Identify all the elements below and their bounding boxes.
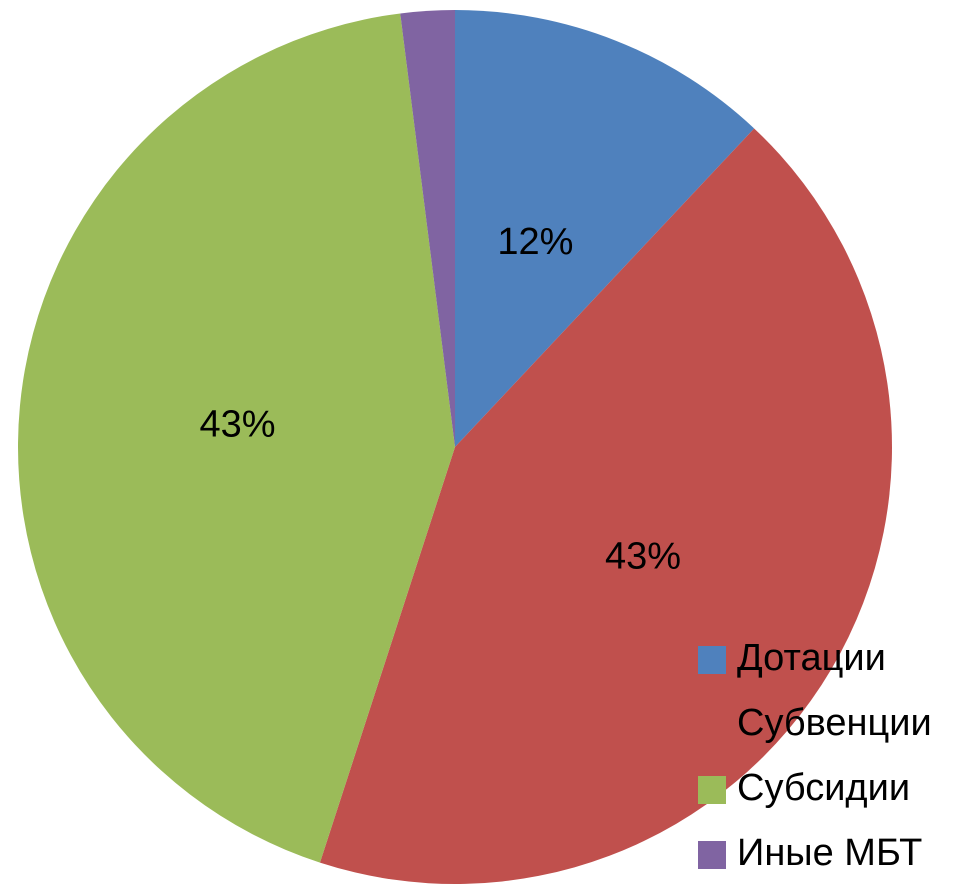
data-label: 43% <box>605 535 681 577</box>
legend-marker <box>698 711 726 739</box>
data-label: 12% <box>497 221 573 263</box>
legend-label: Субвенции <box>737 702 932 744</box>
legend-label: Дотации <box>737 637 886 679</box>
pie-slice <box>400 10 455 447</box>
pie-slice <box>319 128 892 885</box>
legend-label: Субсидии <box>737 767 910 809</box>
legend-label: Иные МБТ <box>737 832 922 874</box>
pie-slice <box>18 13 456 863</box>
legend-marker <box>698 646 726 674</box>
legend-marker <box>698 776 726 804</box>
legend-marker <box>698 841 726 869</box>
pie-slice <box>455 10 755 447</box>
data-label: 43% <box>199 403 275 445</box>
